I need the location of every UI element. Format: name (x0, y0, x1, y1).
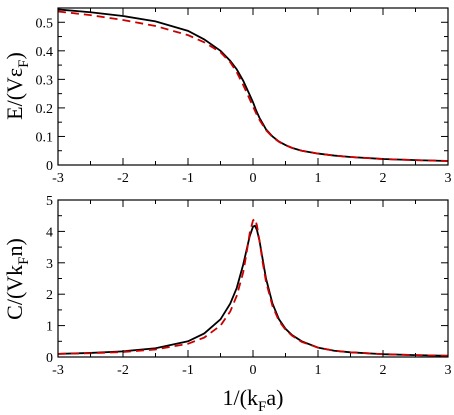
y-tick-label: 4 (46, 225, 53, 240)
y-tick-label: 3 (46, 257, 53, 272)
x-tick-label: 2 (380, 171, 387, 186)
y-tick-label: 0.4 (36, 45, 54, 60)
x-tick-label: 0 (250, 363, 257, 378)
y-axis-label: E/(VεF) (2, 52, 32, 120)
top-panel-energy: -3 -2 -1 0 1 2 3 0 0.1 0.2 0.3 0.4 0.5 E/(VεF) (2, 7, 452, 186)
x-tick-label: 2 (380, 363, 387, 378)
y-tick-label: 1 (46, 320, 53, 335)
bottom-panel-contact: -3 -2 -1 0 1 2 3 0 1 2 3 4 5 C/(VkFn) 1/(kFa) (2, 194, 452, 415)
x-tick-label: -1 (182, 171, 194, 186)
y-tick-label: 0.2 (36, 102, 54, 117)
series-line-0 (57, 224, 449, 357)
x-tick-label: -2 (117, 171, 129, 186)
x-tick-label: -2 (117, 363, 129, 378)
y-tick-label: 0.3 (36, 73, 54, 88)
y-axis-label: C/(VkFn) (2, 238, 32, 320)
y-tick-label: 0.5 (36, 16, 54, 31)
plot-frame (57, 7, 449, 166)
x-tick-label: 3 (445, 171, 452, 186)
series-line-0 (57, 8, 449, 162)
x-tick-label: 1 (315, 363, 322, 378)
y-tick-label: 0 (46, 351, 53, 366)
x-tick-label: -3 (52, 171, 64, 186)
x-tick-label: -3 (52, 363, 64, 378)
x-tick-label: 1 (315, 171, 322, 186)
y-tick-label: 5 (46, 194, 53, 209)
x-axis-label: 1/(kFa) (223, 385, 284, 415)
series-line-1 (57, 217, 449, 357)
y-tick-label: 0 (46, 159, 53, 174)
y-tick-label: 2 (46, 288, 53, 303)
x-tick-label: 0 (250, 171, 257, 186)
x-tick-label: 3 (445, 363, 452, 378)
y-tick-label: 0.1 (36, 130, 54, 145)
x-tick-label: -1 (182, 363, 194, 378)
series-line-1 (57, 10, 449, 162)
